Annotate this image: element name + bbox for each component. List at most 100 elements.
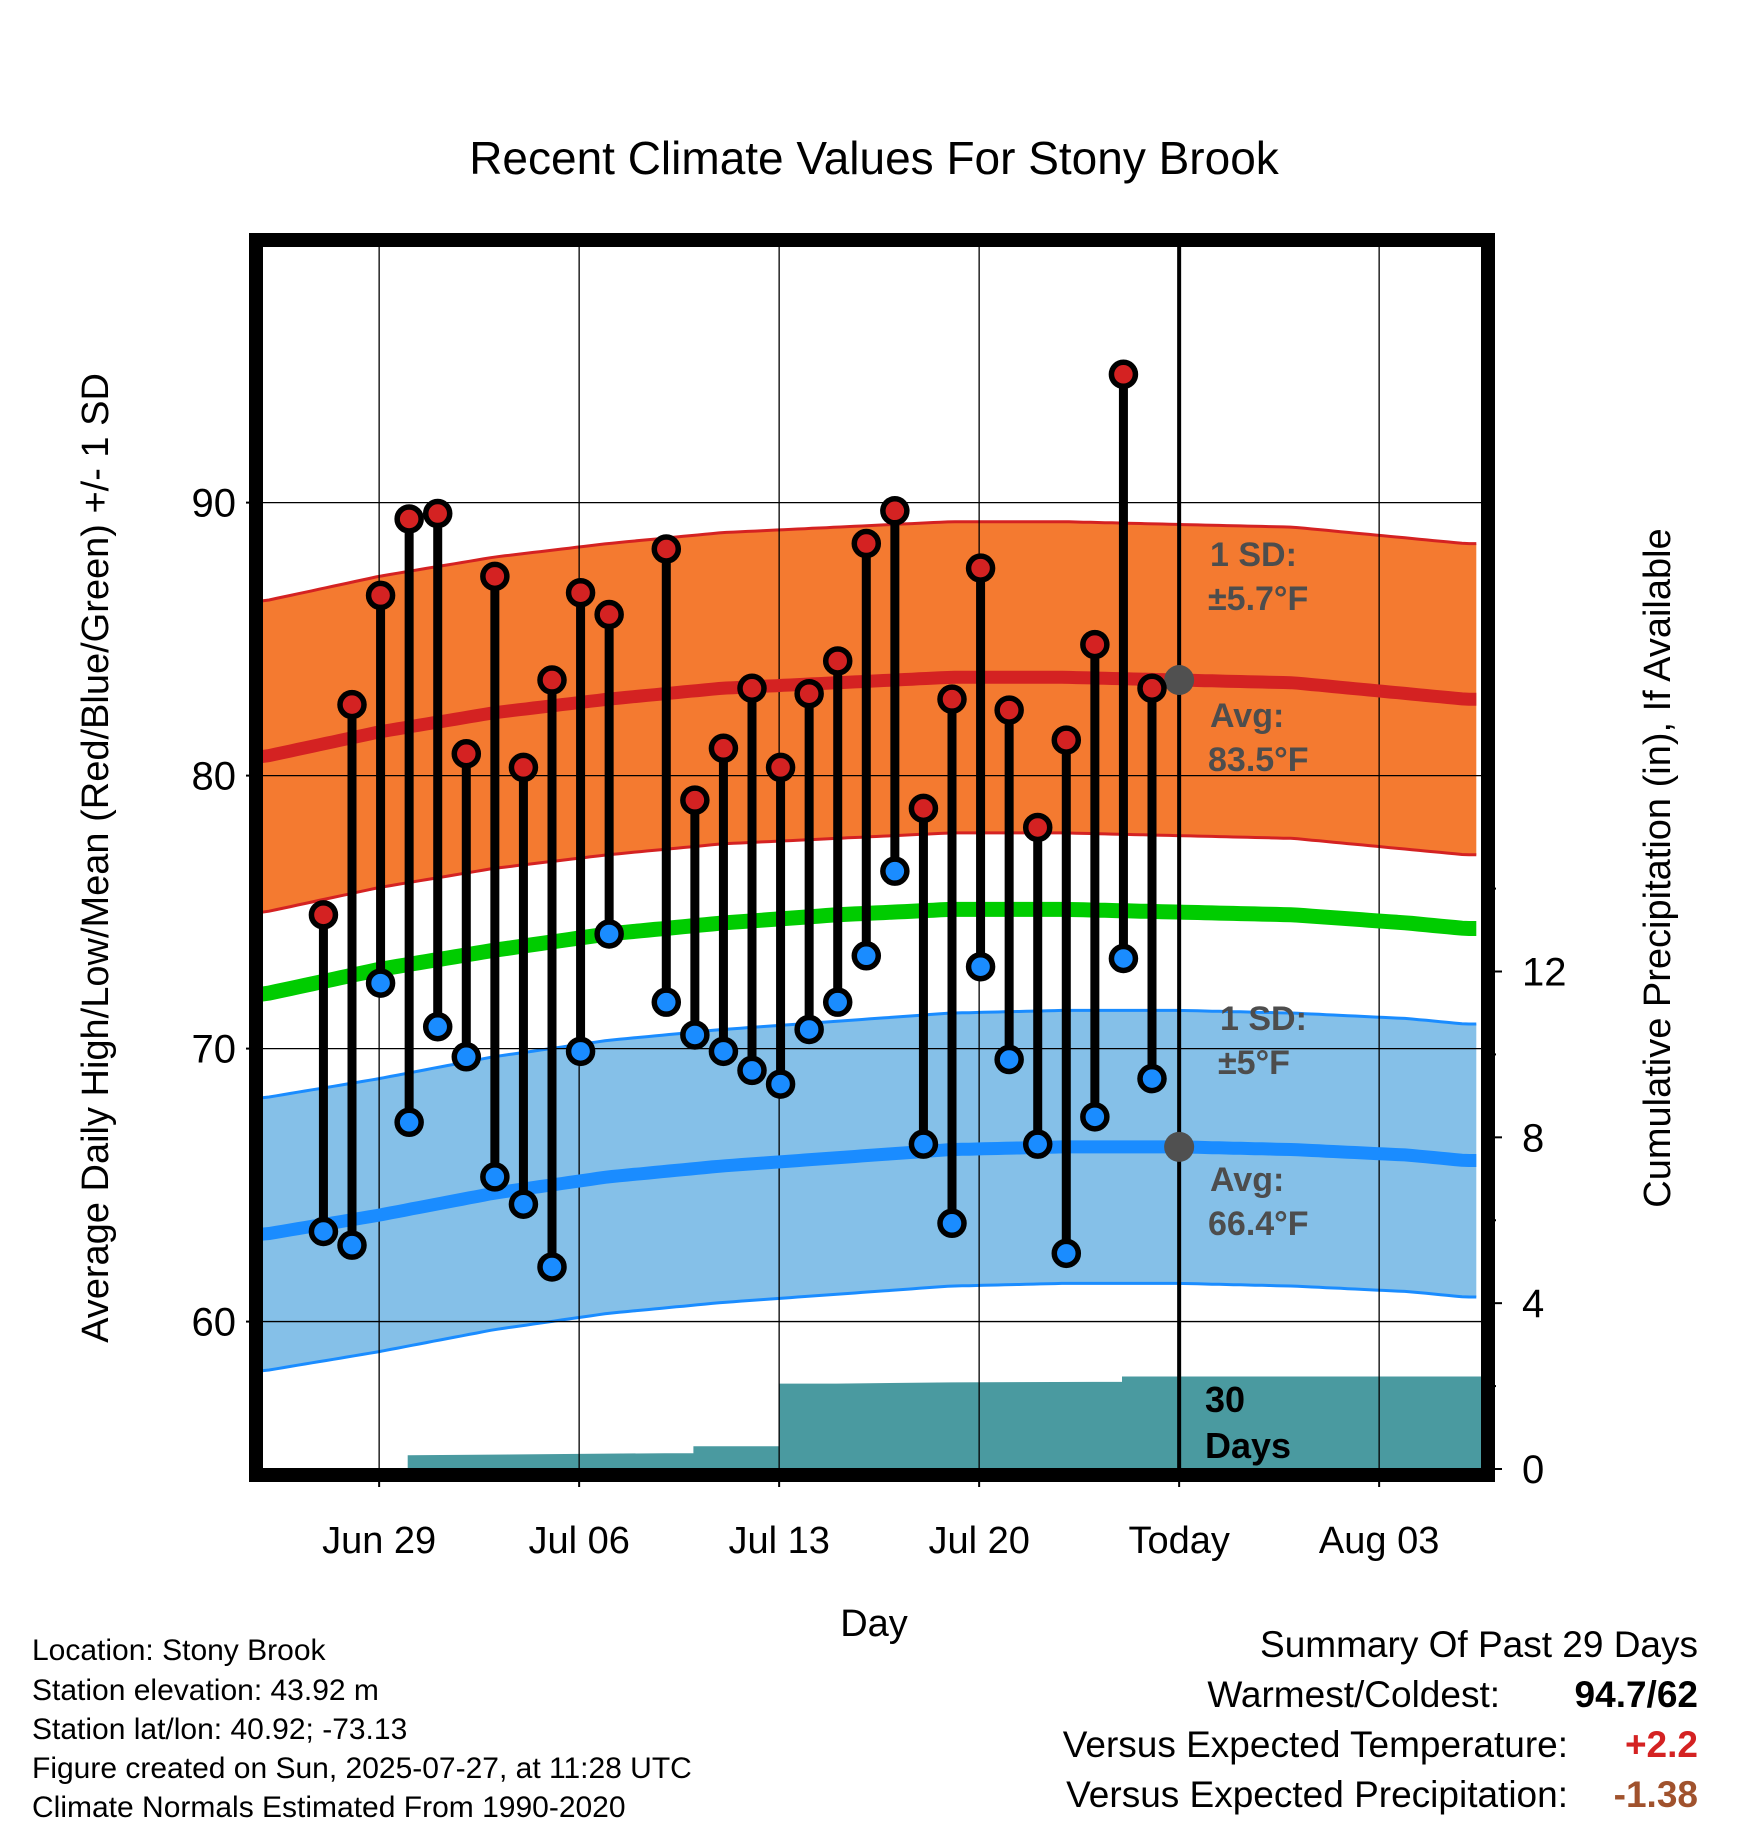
daily-low-point [880,856,910,886]
days-annotation-number: 30 [1205,1379,1245,1420]
daily-low-point [337,1230,367,1260]
x-tick-label: Jul 20 [928,1520,1029,1562]
low-sd-lower-line [262,1281,1477,1373]
y2-tick-label: 8 [1522,1116,1544,1160]
y-tick-label: 70 [192,1028,237,1072]
y2-tick-label: 0 [1522,1448,1544,1492]
daily-high-point [651,534,682,564]
info-elevation: Station elevation: 43.92 m [32,1674,379,1707]
daily-high-point [480,561,510,592]
daily-high-point [965,553,996,583]
y-axis-label: Average Daily High/Low/Mean (Red/Blue/Gr… [75,373,117,1343]
high-sd-upper-line [262,520,1477,603]
high-sd-value-annotation: ±5.7°F [1208,580,1308,618]
daily-observations [308,359,1167,1282]
days-annotation-label: Days [1205,1425,1291,1466]
daily-low-point [365,968,396,998]
daily-high-point [565,577,596,608]
daily-low-point [994,1044,1024,1075]
daily-low-point [765,1069,796,1099]
summary-warm-cold-value: 94.7/62 [1574,1674,1698,1715]
today-low-avg-dot [1164,1131,1195,1162]
x-tick-label: Jun 29 [322,1520,436,1562]
daily-low-point [822,987,853,1017]
summary-precip-value: -1.38 [1613,1774,1698,1815]
summary-temp-label: Versus Expected Temperature: [1062,1724,1568,1765]
daily-high-point [508,752,539,783]
plot-frame [249,233,1495,1482]
daily-low-point [851,941,882,971]
daily-high-point [994,695,1024,725]
daily-low-point [794,1014,824,1045]
daily-high-point [765,752,796,783]
low-sd-annotation: 1 SD: [1220,1000,1307,1038]
y-tick-label: 80 [192,755,237,799]
x-tick-label: Today [1128,1520,1229,1562]
daily-low-point [680,1020,710,1050]
low-sd-band [262,1010,1477,1371]
daily-low-point [594,919,624,949]
high-avg-value-annotation: 83.5°F [1208,741,1309,779]
daily-high-point [708,733,739,764]
daily-low-point [965,951,996,982]
summary-precip-label: Versus Expected Precipitation: [1066,1774,1568,1815]
daily-low-point [422,1012,453,1042]
daily-low-point [937,1208,967,1239]
daily-low-point [1051,1238,1082,1269]
daily-low-point [480,1162,510,1192]
daily-high-point [308,900,339,930]
summary-title: Summary Of Past 29 Days [1260,1624,1698,1665]
daily-high-point [1022,812,1053,843]
daily-high-point [365,580,396,611]
low-avg-value-annotation: 66.4°F [1208,1205,1309,1243]
daily-low-point [1080,1102,1110,1132]
normal-low-line [262,1140,1477,1241]
daily-high-point [851,528,882,559]
daily-high-point [1051,725,1082,755]
daily-low-point [508,1189,539,1219]
daily-low-point [1137,1063,1167,1094]
daily-low-point [737,1055,767,1086]
daily-high-point [337,689,367,720]
low-avg-annotation: Avg: [1210,1161,1284,1199]
low-sd-value-annotation: ±5°F [1218,1044,1290,1082]
daily-low-point [1108,943,1139,974]
info-normals: Climate Normals Estimated From 1990-2020 [32,1791,626,1824]
plot-area: 1 SD: ±5.7°F Avg: 83.5°F 1 SD: ±5°F Avg: 66.4°F… [192,233,1567,1562]
daily-high-point [1137,673,1167,703]
x-tick-label: Aug 03 [1319,1520,1439,1562]
daily-low-point [308,1216,339,1247]
high-sd-annotation: 1 SD: [1210,536,1297,574]
daily-high-point [937,684,967,714]
daily-high-point [822,646,853,676]
daily-low-point [451,1042,482,1072]
precipitation-area [379,1376,1482,1469]
y-tick-label: 90 [192,482,237,526]
daily-high-point [1080,629,1110,660]
info-latlon: Station lat/lon: 40.92; -73.13 [32,1713,408,1746]
daily-low-point [565,1036,596,1067]
daily-high-point [1108,359,1139,390]
info-created: Figure created on Sun, 2025-07-27, at 11… [32,1752,692,1785]
daily-high-point [451,739,482,769]
today-high-avg-dot [1164,665,1195,696]
daily-low-point [651,987,682,1017]
x-axis-label: Day [840,1603,908,1645]
daily-low-point [537,1252,567,1282]
daily-high-point [908,793,939,824]
plot-inner: 1 SD: ±5.7°F Avg: 83.5°F 1 SD: ±5°F Avg: 66.4°F… [262,246,1482,1469]
y-tick-label: 60 [192,1301,237,1345]
y2-tick-label: 4 [1522,1282,1544,1326]
daily-low-point [394,1107,424,1138]
y2-axis-label: Cumulative Precipitation (in), If Availa… [1637,528,1679,1207]
x-tick-label: Jul 13 [728,1520,829,1562]
daily-high-point [794,678,824,709]
daily-high-point [880,496,910,526]
daily-high-point [537,665,567,695]
daily-high-point [394,504,424,534]
x-tick-label: Jul 06 [528,1520,629,1562]
daily-low-point [908,1129,939,1159]
daily-low-point [1022,1129,1053,1159]
daily-high-point [737,673,767,703]
